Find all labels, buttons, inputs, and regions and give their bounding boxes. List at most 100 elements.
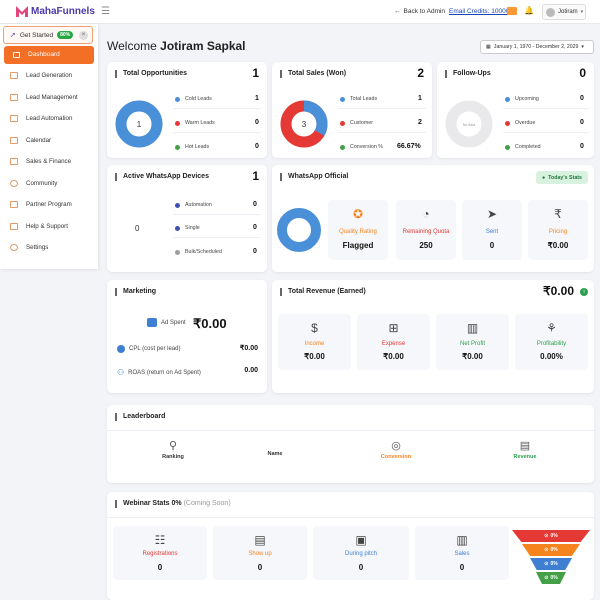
- rocket-icon: ➚: [10, 32, 16, 39]
- sidebar: ➚ Get Started 80% × Dashboard Lead Gener…: [0, 24, 98, 269]
- total-revenue-card: Total Revenue (Earned) ₹0.00 i $ Income …: [272, 280, 594, 393]
- legend-dot: [175, 144, 180, 150]
- lead-automation-icon: [10, 115, 18, 122]
- legend-cold-leads: Cold Leads: [175, 96, 212, 102]
- card-title: Follow-Ups: [445, 70, 491, 78]
- sidebar-item-settings[interactable]: Settings: [10, 244, 48, 251]
- legend-dot: [505, 144, 510, 150]
- legend-single: Single: [175, 225, 200, 231]
- legend-dot: [505, 120, 510, 126]
- logo-text: MahaFunnels: [31, 6, 95, 17]
- profitability-tile: ⚘ Profitability 0.00%: [515, 314, 588, 370]
- total-opportunities-card: Total Opportunities 1 1 Cold Leads 1 War…: [107, 62, 267, 158]
- sidebar-item-lead-generation[interactable]: Lead Generation: [10, 72, 72, 79]
- sidebar-item-help-support[interactable]: Help & Support: [10, 223, 68, 230]
- roas-label: ⚇ ROAS (return on Ad Spent): [117, 368, 201, 377]
- top-bar: MahaFunnels ☰ ← Back to Admin Email Credi…: [0, 0, 600, 24]
- sidebar-item-partner-program[interactable]: Partner Program: [10, 201, 72, 208]
- community-icon: [10, 180, 18, 187]
- total-leads-value: 1: [418, 95, 422, 102]
- sidebar-item-community[interactable]: Community: [10, 180, 57, 187]
- clock-icon: ⊙: [544, 575, 549, 581]
- conversion-icon: ◎: [391, 440, 401, 452]
- todays-stats-button[interactable]: ● Today's Stats: [535, 171, 588, 184]
- svg-text:No data: No data: [463, 123, 475, 127]
- show-up-tile: ▤ Show up 0: [213, 526, 307, 580]
- follow-ups-card: Follow-Ups 0 No data Upcoming 0 Overdue …: [437, 62, 594, 158]
- info-icon[interactable]: i: [580, 288, 588, 296]
- chevron-down-icon: ▾: [580, 9, 584, 15]
- sidebar-item-calendar[interactable]: Calendar: [10, 137, 51, 144]
- sales-donut: 3: [280, 100, 328, 148]
- expense-icon: ⊞: [388, 321, 399, 335]
- pie-icon: ◔: [422, 207, 430, 221]
- during-pitch-tile: ▣ During pitch 0: [313, 526, 409, 580]
- svg-text:1: 1: [137, 120, 142, 129]
- sent-tile: ➤ Sent 0: [462, 200, 522, 260]
- divider: [173, 214, 261, 215]
- quota-donut: 250: [277, 208, 321, 252]
- ranking-column: ⚲ Ranking: [153, 439, 193, 460]
- menu-toggle-icon[interactable]: ☰: [101, 6, 110, 17]
- card-title: Leaderboard: [115, 413, 165, 421]
- funnel-stage-1: ⊙ 0%: [512, 530, 590, 542]
- progress-badge: 80%: [57, 31, 74, 39]
- automation-value: 0: [253, 201, 257, 208]
- growth-icon: ⚘: [546, 321, 557, 335]
- card-title: Webinar Stats 0% (Coming Soon): [115, 500, 231, 508]
- legend-dot: [175, 96, 180, 102]
- get-started-button[interactable]: ➚ Get Started 80% ×: [3, 26, 93, 44]
- sidebar-item-dashboard[interactable]: Dashboard: [4, 46, 94, 64]
- upcoming-value: 0: [580, 95, 584, 102]
- avatar: [546, 7, 555, 17]
- close-icon[interactable]: ×: [79, 31, 88, 40]
- money-bag-icon: $: [311, 321, 318, 335]
- bell-icon[interactable]: 🔔: [524, 6, 534, 15]
- clock-icon: ⊙: [544, 561, 549, 567]
- date-range-picker[interactable]: ▦ January 1, 1970 - December 2, 2029 ▾: [480, 40, 594, 54]
- follow-ups-donut: No data: [445, 100, 493, 148]
- completed-value: 0: [580, 143, 584, 150]
- ranking-icon: ⚲: [168, 440, 178, 452]
- card-title: Total Opportunities: [115, 70, 187, 78]
- gear-icon: [10, 244, 18, 251]
- pricing-tile: ₹ Pricing ₹0.00: [528, 200, 588, 260]
- divider: [173, 132, 261, 133]
- whatsapp-official-card: WhatsApp Official ● Today's Stats 250 ✪ Q…: [272, 165, 594, 272]
- legend-automation: Automation: [175, 202, 212, 208]
- legend-dot: [175, 225, 180, 231]
- sidebar-item-lead-automation[interactable]: Lead Automation: [10, 115, 72, 122]
- award-icon: ✪: [352, 207, 364, 221]
- sidebar-item-sales-finance[interactable]: Sales & Finance: [10, 158, 71, 165]
- legend-bulk-scheduled: Bulk/Scheduled: [175, 249, 222, 255]
- legend-warm-leads: Warm Leads: [175, 120, 215, 126]
- card-value: 0: [579, 66, 586, 80]
- sidebar-item-lead-management[interactable]: Lead Management: [10, 94, 78, 101]
- help-icon: [10, 223, 18, 230]
- opportunities-donut: 1: [115, 100, 163, 148]
- back-to-admin-link[interactable]: ← Back to Admin: [394, 8, 446, 15]
- legend-dot: [175, 249, 180, 255]
- divider: [173, 108, 261, 109]
- active-whatsapp-devices-card: Active WhatsApp Devices 1 0 Automation 0…: [107, 165, 267, 272]
- income-tile: $ Income ₹0.00: [278, 314, 351, 370]
- arrow-left-icon: ←: [394, 8, 401, 15]
- calendar-icon: ▦: [486, 44, 491, 50]
- ad-spent-value: ₹0.00: [193, 316, 227, 331]
- funnel-stage-3: ⊙ 0%: [530, 558, 572, 570]
- webinar-stats-card: Webinar Stats 0% (Coming Soon) ☷ Registr…: [107, 492, 594, 600]
- user-menu[interactable]: Jotiram ▾: [542, 4, 586, 20]
- calendar-icon: [10, 137, 18, 144]
- name-column: Name: [267, 451, 283, 457]
- overdue-value: 0: [580, 119, 584, 126]
- handshake-icon: [10, 201, 18, 208]
- logo[interactable]: MahaFunnels: [16, 6, 95, 17]
- legend-dot: [175, 202, 180, 208]
- rupee-icon: ₹: [554, 207, 562, 221]
- sales-tile: ▥ Sales 0: [415, 526, 509, 580]
- revenue-column: ▤ Revenue: [505, 439, 545, 460]
- language-flag-icon[interactable]: [507, 7, 517, 15]
- email-credits-link[interactable]: Email Credits: 10000: [449, 8, 510, 15]
- lead-generation-icon: [10, 72, 18, 79]
- legend-dot: [340, 120, 345, 126]
